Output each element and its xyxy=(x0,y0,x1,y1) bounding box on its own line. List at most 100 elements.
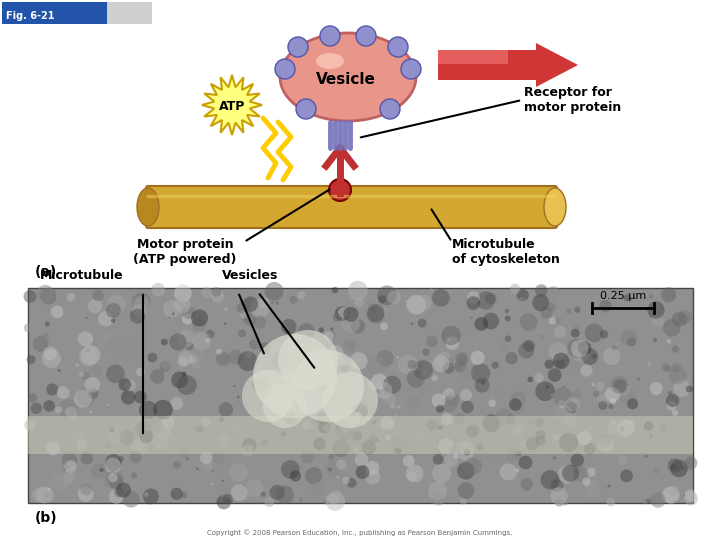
Circle shape xyxy=(535,381,555,401)
Circle shape xyxy=(264,497,274,507)
Circle shape xyxy=(598,437,613,452)
Circle shape xyxy=(170,420,174,424)
Circle shape xyxy=(541,470,559,489)
Circle shape xyxy=(436,404,444,413)
Circle shape xyxy=(176,301,184,308)
Circle shape xyxy=(383,392,395,405)
Circle shape xyxy=(184,455,194,466)
Circle shape xyxy=(552,341,562,351)
Circle shape xyxy=(132,304,146,317)
Circle shape xyxy=(333,314,341,322)
Circle shape xyxy=(512,402,524,414)
Circle shape xyxy=(181,372,186,376)
Circle shape xyxy=(435,352,452,369)
Circle shape xyxy=(555,317,562,323)
Circle shape xyxy=(28,393,37,402)
Circle shape xyxy=(572,390,581,399)
Circle shape xyxy=(600,330,608,339)
Circle shape xyxy=(111,319,115,323)
Circle shape xyxy=(328,493,338,504)
Circle shape xyxy=(338,307,348,318)
Circle shape xyxy=(120,430,135,445)
Circle shape xyxy=(420,370,428,379)
Circle shape xyxy=(325,491,345,511)
Circle shape xyxy=(461,401,474,413)
Circle shape xyxy=(357,407,368,417)
Circle shape xyxy=(171,488,183,500)
Circle shape xyxy=(281,369,296,384)
Circle shape xyxy=(125,380,136,392)
Circle shape xyxy=(334,447,337,450)
Circle shape xyxy=(433,454,444,464)
Circle shape xyxy=(548,368,562,382)
Circle shape xyxy=(140,430,153,443)
Circle shape xyxy=(545,288,549,291)
Circle shape xyxy=(237,396,240,399)
Circle shape xyxy=(534,373,544,383)
Circle shape xyxy=(670,464,676,470)
Circle shape xyxy=(252,377,267,393)
Circle shape xyxy=(681,466,685,470)
Circle shape xyxy=(431,375,438,381)
Circle shape xyxy=(40,288,57,305)
Circle shape xyxy=(63,468,66,470)
Circle shape xyxy=(289,352,304,366)
Circle shape xyxy=(419,384,429,394)
Circle shape xyxy=(237,302,247,313)
Circle shape xyxy=(42,349,61,368)
Circle shape xyxy=(554,434,559,440)
Circle shape xyxy=(105,457,121,474)
Circle shape xyxy=(86,348,90,352)
Circle shape xyxy=(131,437,148,455)
Circle shape xyxy=(535,430,545,440)
Circle shape xyxy=(535,418,544,427)
Circle shape xyxy=(467,296,480,310)
Circle shape xyxy=(616,343,618,345)
Circle shape xyxy=(212,470,214,472)
Circle shape xyxy=(32,488,48,503)
Circle shape xyxy=(251,332,261,342)
Circle shape xyxy=(81,372,90,380)
Circle shape xyxy=(572,346,589,362)
Circle shape xyxy=(249,339,260,349)
Text: Fig. 6-21: Fig. 6-21 xyxy=(6,11,55,21)
Circle shape xyxy=(431,492,445,505)
Circle shape xyxy=(137,396,145,404)
Circle shape xyxy=(586,481,602,497)
FancyArrow shape xyxy=(438,43,578,87)
Circle shape xyxy=(320,26,340,46)
Circle shape xyxy=(474,378,490,393)
Circle shape xyxy=(216,352,230,366)
Circle shape xyxy=(620,469,633,482)
Circle shape xyxy=(281,460,300,479)
Circle shape xyxy=(201,287,212,298)
Circle shape xyxy=(369,435,377,443)
Ellipse shape xyxy=(544,188,566,226)
Circle shape xyxy=(428,482,447,501)
Circle shape xyxy=(387,291,400,304)
Circle shape xyxy=(443,362,454,374)
Circle shape xyxy=(33,336,49,352)
Circle shape xyxy=(261,491,266,497)
Circle shape xyxy=(667,390,672,395)
Circle shape xyxy=(329,179,351,201)
Circle shape xyxy=(248,446,253,450)
Circle shape xyxy=(566,308,584,325)
Circle shape xyxy=(566,402,577,413)
Circle shape xyxy=(408,360,417,369)
Circle shape xyxy=(629,420,633,424)
Circle shape xyxy=(62,453,78,468)
Circle shape xyxy=(91,463,107,478)
Circle shape xyxy=(183,306,196,319)
Circle shape xyxy=(567,309,572,314)
Circle shape xyxy=(174,285,192,302)
Circle shape xyxy=(627,337,636,346)
Circle shape xyxy=(553,424,559,430)
Circle shape xyxy=(585,466,588,468)
Circle shape xyxy=(78,486,94,502)
Circle shape xyxy=(471,363,490,383)
Circle shape xyxy=(175,297,191,313)
Circle shape xyxy=(99,468,104,472)
FancyArrow shape xyxy=(438,50,508,64)
Circle shape xyxy=(546,386,549,388)
